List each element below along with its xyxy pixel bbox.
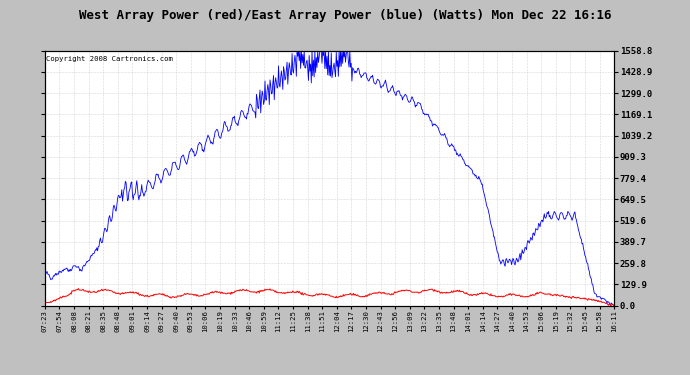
Text: West Array Power (red)/East Array Power (blue) (Watts) Mon Dec 22 16:16: West Array Power (red)/East Array Power … [79, 9, 611, 22]
Text: Copyright 2008 Cartronics.com: Copyright 2008 Cartronics.com [46, 56, 173, 62]
